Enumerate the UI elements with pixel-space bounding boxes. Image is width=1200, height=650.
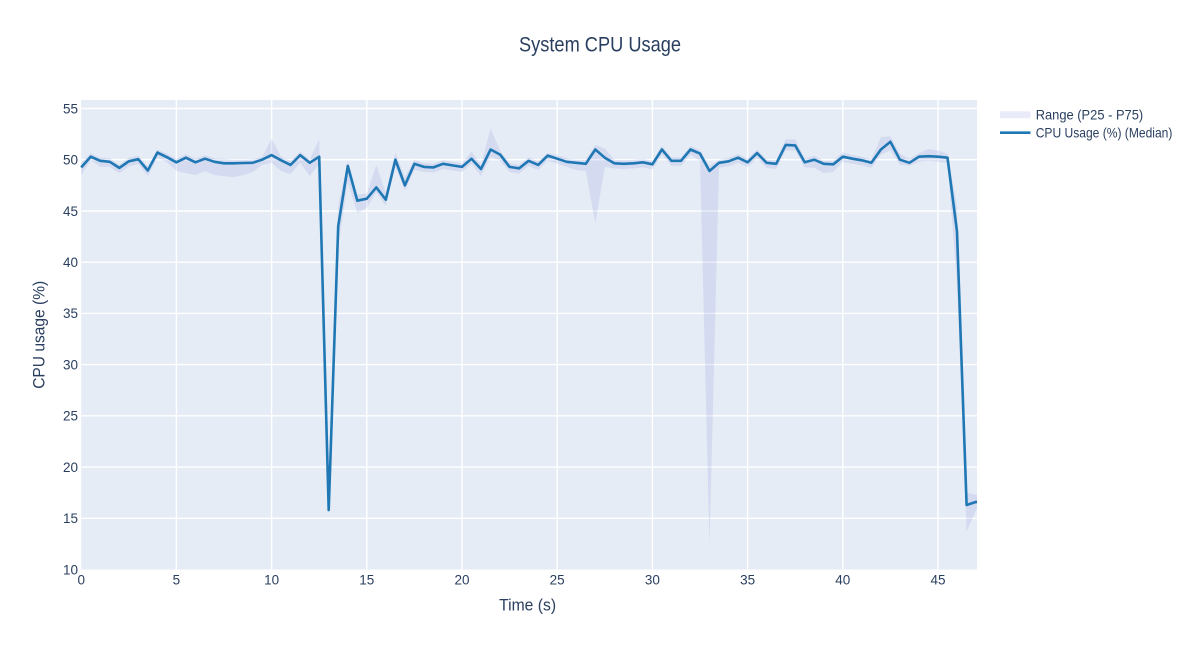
svg-text:40: 40 bbox=[835, 573, 850, 588]
svg-text:5: 5 bbox=[173, 573, 181, 588]
svg-text:55: 55 bbox=[63, 101, 78, 116]
svg-text:35: 35 bbox=[63, 306, 78, 321]
svg-text:0: 0 bbox=[77, 573, 85, 588]
svg-text:Time (s): Time (s) bbox=[499, 596, 556, 614]
svg-text:15: 15 bbox=[63, 511, 78, 526]
svg-text:45: 45 bbox=[63, 204, 78, 219]
svg-text:15: 15 bbox=[359, 573, 374, 588]
svg-text:20: 20 bbox=[63, 460, 78, 475]
svg-text:25: 25 bbox=[63, 409, 78, 424]
svg-text:20: 20 bbox=[454, 573, 469, 588]
svg-text:30: 30 bbox=[63, 357, 78, 372]
svg-text:45: 45 bbox=[930, 573, 945, 588]
svg-text:10: 10 bbox=[264, 573, 279, 588]
svg-text:30: 30 bbox=[645, 573, 660, 588]
svg-text:25: 25 bbox=[550, 573, 565, 588]
svg-text:50: 50 bbox=[63, 153, 78, 168]
svg-text:35: 35 bbox=[740, 573, 755, 588]
svg-text:CPU usage (%): CPU usage (%) bbox=[31, 281, 49, 389]
svg-text:10: 10 bbox=[63, 562, 78, 577]
svg-text:CPU Usage (%) (Median): CPU Usage (%) (Median) bbox=[1036, 125, 1173, 141]
svg-text:Range (P25 - P75): Range (P25 - P75) bbox=[1036, 106, 1144, 122]
svg-text:40: 40 bbox=[63, 255, 78, 270]
svg-text:System CPU Usage: System CPU Usage bbox=[519, 33, 681, 57]
